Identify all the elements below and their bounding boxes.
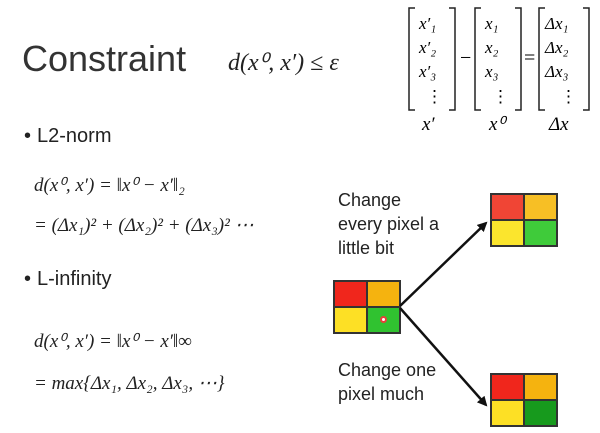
pixel-red — [335, 282, 366, 306]
l2-result-pixel-grid — [490, 193, 558, 247]
bullet-l2-norm: • L2-norm — [24, 125, 112, 148]
right-vector-ellipsis: ⋮ — [560, 87, 577, 106]
pixel-green — [368, 308, 399, 332]
right-vector-bracket-close — [583, 7, 590, 111]
vector-equation: x′₁ x′₂ x′₃ ⋮ − x₁ x₂ x₃ ⋮ = Δx₁ Δx₂ Δx₃… — [408, 7, 590, 135]
bullet-linf-label: L-infinity — [37, 268, 112, 290]
left-vector-entry-1: x′₁ — [418, 14, 436, 33]
pixel-yellow — [335, 308, 366, 332]
middle-vector-entry-2: x₂ — [484, 38, 499, 57]
left-vector-bracket-open — [408, 7, 415, 111]
bullet-dot-icon: • — [24, 268, 32, 290]
right-vector-entry-3: Δx₃ — [544, 62, 569, 81]
middle-vector-entry-1: x₁ — [484, 14, 498, 33]
constraint-formula: d(x⁰, x′) ≤ ε — [228, 50, 339, 76]
label-x-prime: x′ — [421, 114, 435, 135]
arrow-to-linf-result — [399, 307, 488, 407]
left-vector-ellipsis: ⋮ — [426, 87, 443, 106]
right-vector-entry-2: Δx₂ — [544, 38, 569, 57]
left-vector-entry-2: x′₂ — [418, 38, 436, 57]
pixel-orange — [525, 195, 556, 219]
linf-formula-line1: d(x⁰, x′) = ‖x⁰ − x′‖∞ — [34, 331, 192, 352]
left-vector-bracket-close — [449, 7, 456, 111]
source-pixel-grid — [333, 280, 401, 334]
middle-vector-bracket-close — [515, 7, 522, 111]
label-change-one-pixel: Change one pixel much — [338, 360, 437, 404]
pixel-dark-green — [525, 401, 556, 425]
pixel-orange — [368, 282, 399, 306]
arrow-to-l2-result — [399, 221, 488, 307]
l2-formula-line2: = (Δx₁)² + (Δx₂)² + (Δx₃)² ⋯ — [34, 215, 254, 236]
bullet-l2-label: L2-norm — [37, 125, 112, 147]
pixel-orange — [525, 375, 556, 399]
l2-formula-line1: d(x⁰, x′) = ‖x⁰ − x′‖₂ — [34, 175, 185, 196]
left-vector-entry-3: x′₃ — [418, 62, 436, 81]
pixel-green — [525, 221, 556, 245]
middle-vector-ellipsis: ⋮ — [492, 87, 509, 106]
pixel-red — [492, 375, 523, 399]
minus-sign: − — [460, 47, 471, 69]
label-x-zero: x⁰ — [488, 114, 507, 135]
middle-vector-bracket-open — [474, 7, 481, 111]
middle-vector-entry-3: x₃ — [484, 62, 499, 81]
pixel-yellow — [492, 221, 523, 245]
cursor-icon — [380, 316, 387, 323]
bullet-l-infinity: • L-infinity — [24, 268, 112, 291]
linf-result-pixel-grid — [490, 373, 558, 427]
pixel-red — [492, 195, 523, 219]
right-vector-entry-1: Δx₁ — [544, 14, 568, 33]
bullet-dot-icon: • — [24, 125, 32, 147]
slide-title: Constraint — [22, 38, 187, 79]
right-vector-bracket-open — [538, 7, 545, 111]
linf-formula-line2: = max{Δx₁, Δx₂, Δx₃, ⋯} — [34, 373, 225, 394]
equals-sign: = — [524, 47, 535, 69]
pixel-yellow — [492, 401, 523, 425]
label-delta-x: Δx — [548, 114, 569, 135]
label-change-every-pixel: Change every pixel a little bit — [338, 190, 440, 258]
